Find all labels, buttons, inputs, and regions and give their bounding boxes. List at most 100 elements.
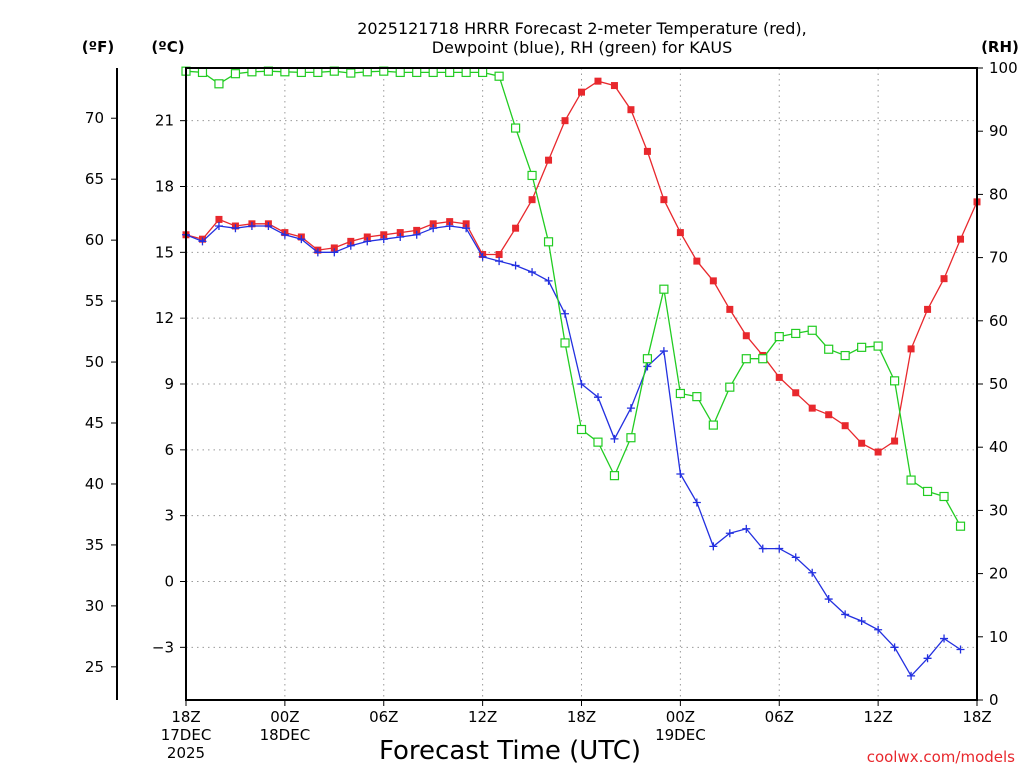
2-meter-temperature-point: [676, 229, 684, 237]
2-meter-temperature-point: [363, 233, 371, 241]
fahrenheit-tick-label: 40: [85, 475, 104, 493]
chart-title-line-1: 2025121718 HRRR Forecast 2-meter Tempera…: [357, 19, 807, 38]
rh-tick-label: 10: [989, 628, 1008, 646]
rh-tick-label: 20: [989, 565, 1008, 583]
dewpoint-point: [956, 645, 965, 654]
2-meter-temperature-point: [858, 439, 866, 447]
dewpoint-point: [626, 404, 635, 413]
rh-point: [675, 388, 685, 399]
x-tick-label: 19DEC: [655, 726, 706, 744]
x-tick-label: 18Z: [567, 708, 596, 726]
dewpoint-point: [593, 393, 602, 402]
dewpoint-point: [330, 248, 339, 257]
rh-point: [774, 332, 784, 342]
dewpoint-point: [297, 235, 306, 244]
rh-tick-label: 50: [989, 375, 1008, 393]
fahrenheit-tick-label: 60: [85, 231, 104, 249]
dewpoint-point: [709, 542, 718, 551]
dewpoint-point: [495, 257, 504, 266]
dewpoint-point: [808, 568, 817, 577]
2-meter-temperature-point: [891, 437, 899, 445]
credit-label: coolwx.com/models: [867, 748, 1015, 766]
2-meter-temperature-point: [627, 106, 635, 114]
rh-point: [857, 342, 867, 352]
celsius-tick-label: 0: [164, 573, 174, 591]
dewpoint-point: [231, 224, 240, 233]
rh-tick-label: 100: [989, 59, 1018, 77]
rh-point: [609, 471, 620, 481]
rh-point: [692, 392, 702, 402]
dewpoint-point: [313, 248, 322, 257]
rh-tick-label: 40: [989, 438, 1008, 456]
rh-point: [214, 79, 224, 89]
x-tick-label: 2025: [167, 744, 205, 762]
2-meter-temperature-point: [462, 220, 470, 228]
dewpoint-point: [692, 498, 701, 507]
2-meter-temperature-point: [693, 257, 701, 265]
fahrenheit-tick-label: 35: [85, 536, 104, 554]
x-tick-label: 12Z: [468, 708, 497, 726]
rh-tick-label: 60: [989, 312, 1008, 330]
celsius-tick-label: 18: [155, 178, 174, 196]
2-meter-temperature-point: [429, 220, 437, 228]
rh-line: [185, 70, 962, 527]
rh-point: [922, 486, 933, 497]
2-meter-temperature-point: [742, 332, 750, 340]
dewpoint-point: [429, 224, 438, 233]
fahrenheit-unit-label: (ºF): [82, 38, 114, 56]
dewpoint-point: [478, 252, 487, 261]
fahrenheit-tick-label: 70: [85, 109, 104, 127]
fahrenheit-tick-label: 45: [85, 414, 104, 432]
celsius-tick-label: −3: [152, 638, 174, 656]
rh-point: [395, 67, 405, 78]
2-meter-temperature-point: [874, 448, 882, 456]
rh-point: [642, 354, 653, 364]
fahrenheit-tick-label: 25: [85, 658, 104, 676]
x-tick-label: 18Z: [171, 708, 200, 726]
dewpoint-point: [758, 544, 767, 553]
dewpoint-point: [396, 232, 405, 241]
rh-point: [725, 382, 735, 392]
dewpoint-point: [659, 347, 668, 356]
2-meter-temperature-point: [643, 147, 651, 155]
dewpoint-point: [462, 224, 471, 233]
rh-point: [560, 338, 570, 348]
dewpoint-point: [264, 222, 273, 230]
2-meter-temperature-point: [446, 218, 454, 226]
rh-point: [346, 68, 356, 78]
dewpoint-point: [412, 230, 421, 239]
2-meter-temperature-point: [660, 196, 668, 204]
2-meter-temperature-point: [380, 231, 388, 239]
2-meter-temperature-point: [347, 237, 355, 245]
grid-lines: [186, 68, 977, 700]
rh-point: [412, 67, 422, 78]
series-layer: [181, 66, 981, 680]
rh-tick-label: 30: [989, 501, 1008, 519]
2-meter-temperature-point: [512, 224, 520, 232]
rh-point: [890, 376, 900, 386]
x-tick-label: 12Z: [863, 708, 892, 726]
rh-point: [593, 437, 603, 447]
rh-point: [576, 424, 587, 435]
rh-point: [741, 354, 751, 364]
fahrenheit-tick-label: 50: [85, 353, 104, 371]
dewpoint-point: [791, 553, 800, 562]
rh-point: [939, 491, 949, 502]
dewpoint-point: [363, 237, 372, 246]
rh-point: [296, 67, 306, 78]
celsius-tick-label: 12: [155, 309, 174, 327]
fahrenheit-tick-label: 65: [85, 170, 104, 188]
rh-point: [626, 433, 636, 443]
dewpoint-point: [857, 617, 866, 625]
2-meter-temperature-point: [808, 404, 816, 412]
dewpoint-point: [775, 544, 784, 553]
dewpoint-point: [544, 276, 553, 285]
rh-point: [543, 237, 554, 247]
dewpoint-point: [907, 671, 916, 680]
rh-point: [840, 350, 850, 361]
dewpoint-point: [940, 634, 949, 643]
dewpoint-point: [874, 625, 883, 634]
2-meter-temperature-point: [561, 117, 569, 125]
dewpoint-point: [528, 268, 537, 277]
